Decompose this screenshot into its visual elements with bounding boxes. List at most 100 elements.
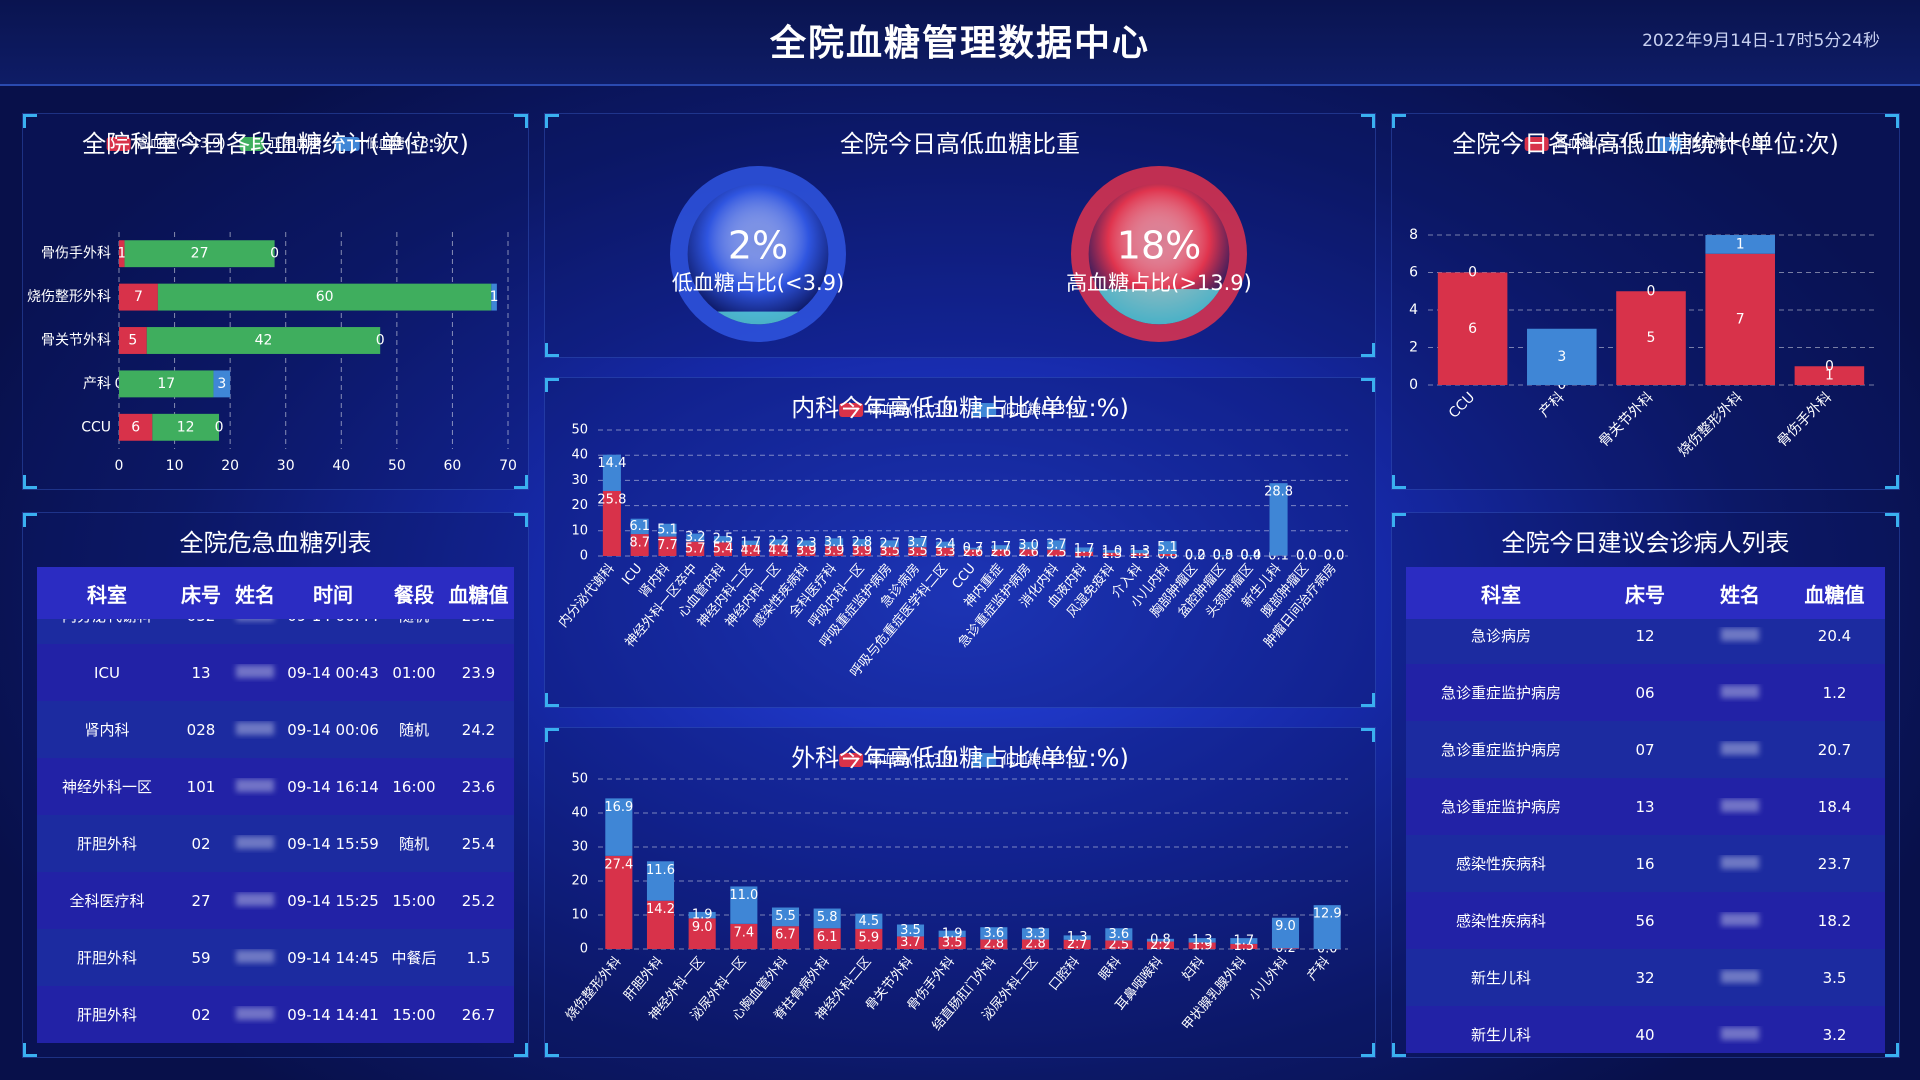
name-cell xyxy=(1694,684,1786,702)
x-tick-label: 产科 xyxy=(1536,389,1567,420)
data-label: 2.8 xyxy=(1025,937,1046,952)
x-tick-label: 肝胆外科 xyxy=(621,954,666,1003)
panel-title: 全院科室今日各段血糖统计(单位:次) xyxy=(82,130,469,158)
bar-segment xyxy=(730,923,758,949)
x-tick-label: 10 xyxy=(166,458,184,474)
header-cell: 科室 xyxy=(1481,582,1521,607)
data-label: 0.0 xyxy=(1296,549,1317,564)
data-label: 0.7 xyxy=(963,541,984,556)
y-tick-label: 0 xyxy=(580,549,588,564)
x-tick-label: 20 xyxy=(221,458,239,474)
table-cell: 18.4 xyxy=(1817,797,1852,816)
table-row: 急诊病房 12 20.4 xyxy=(1406,619,1885,664)
panel-title: 全院今日建议会诊病人列表 xyxy=(1501,529,1790,557)
data-label: 9.0 xyxy=(1275,919,1296,934)
bar-segment xyxy=(1437,272,1508,385)
x-tick-label: 妇科 xyxy=(1179,954,1208,984)
bar-segment xyxy=(646,900,675,949)
table-cell: 1.2 xyxy=(1822,683,1847,702)
name-cell xyxy=(1694,798,1786,816)
data-label: 3.9 xyxy=(824,544,845,559)
chart: 高血糖(>13.9) 低血糖(<3.9) 0 2 4 6 8 CCU 产科 骨关节外科 烧伤整形外科… xyxy=(1409,136,1874,460)
bar-segment xyxy=(1146,938,1175,942)
bar-segment xyxy=(1021,939,1050,949)
data-label: 11.0 xyxy=(729,888,758,903)
table-cell: 急诊重症监护病房 xyxy=(1440,741,1561,759)
bar-segment xyxy=(688,918,716,949)
bar-segment xyxy=(1271,948,1300,949)
table-cell: 3.5 xyxy=(1822,968,1847,987)
table-cell: 09-14 00:44 xyxy=(285,619,381,625)
data-label: 3.1 xyxy=(824,535,845,550)
bar-segment xyxy=(896,924,925,937)
table-cell: 急诊病房 xyxy=(1470,627,1531,645)
bar-segment xyxy=(1102,552,1121,556)
data-label: 60 xyxy=(316,289,334,305)
data-label: 5.5 xyxy=(775,909,796,924)
y-tick-label: 50 xyxy=(571,423,588,438)
bar-segment xyxy=(1019,541,1038,550)
data-label: 2.5 xyxy=(1108,937,1129,952)
y-tick-label: CCU xyxy=(81,419,111,435)
blurred-name xyxy=(1721,969,1759,983)
data-label: 8.7 xyxy=(629,536,650,551)
bar-segment xyxy=(686,533,705,542)
table-cell: 感染性疾病科 xyxy=(1455,855,1546,873)
data-label: 12 xyxy=(177,419,195,435)
name-cell xyxy=(1694,912,1786,930)
bar-segment xyxy=(1271,917,1300,949)
bar-segment xyxy=(936,547,955,556)
bar-segment xyxy=(797,540,816,547)
table-cell: 26.7 xyxy=(461,1005,496,1024)
name-cell xyxy=(225,778,285,796)
data-label: 5.8 xyxy=(817,910,838,925)
data-label: 4.4 xyxy=(768,543,789,558)
data-label: 3.5 xyxy=(942,936,963,951)
table-cell: 02 xyxy=(191,1005,211,1024)
data-label: 0 xyxy=(270,246,279,262)
table-cell: 09-14 14:41 xyxy=(287,1005,379,1024)
table-cell: 06 xyxy=(1635,683,1655,702)
bar-segment xyxy=(658,523,677,537)
bar-segment xyxy=(1063,935,1091,940)
bar-segment xyxy=(1794,366,1865,385)
data-label: 0.2 xyxy=(1185,548,1206,563)
table-cell: ICU xyxy=(94,663,120,682)
data-label: 5.7 xyxy=(685,541,706,556)
table-cell: 02 xyxy=(191,834,211,853)
bar-segment xyxy=(771,926,800,949)
chart: 2% 低血糖占比(<3.9) 18% 高血糖占比(>13.9) xyxy=(670,166,1252,342)
data-label: 5 xyxy=(128,333,137,349)
table-cell: 神经外科一区 xyxy=(61,778,152,796)
bar-segment xyxy=(797,546,816,556)
y-tick-label: 10 xyxy=(571,523,588,538)
table-cell: 09-14 00:06 xyxy=(287,720,379,739)
name-cell xyxy=(225,835,285,853)
table-cell: 16 xyxy=(1635,854,1655,873)
data-label: 3.5 xyxy=(879,544,900,559)
data-label: 0 xyxy=(215,419,224,435)
table-header: 科室 床号 姓名 时间 餐段 血糖值 xyxy=(37,567,514,619)
table: 科室床号姓名时间餐段血糖值内分泌代谢科03209-14 00:44随机23.2I… xyxy=(37,567,514,1053)
table-row: 肝胆外科 02 09-14 14:41 15:00 26.7 xyxy=(37,986,514,1043)
table-cell: 3.2 xyxy=(1822,1025,1847,1044)
data-label: 1 xyxy=(1825,368,1834,384)
bar-segment xyxy=(213,370,231,398)
bar-segment xyxy=(825,546,844,556)
name-cell xyxy=(225,949,285,967)
legend-label: 正常血糖 xyxy=(270,136,322,152)
bar-segment xyxy=(991,549,1010,556)
data-label: 17 xyxy=(157,376,175,392)
y-tick-label: 0 xyxy=(1409,377,1418,393)
bar-segment xyxy=(1313,905,1341,949)
panel: 全院今日建议会诊病人列表 科室 床号 姓名 血糖值 急诊病房 12 20.4 急诊重症监护病房 0… xyxy=(1391,512,1900,1058)
panel-title: 全院今日各科高低血糖统计(单位:次) xyxy=(1452,130,1839,158)
table-row: 感染性疾病科 56 18.2 xyxy=(1406,892,1885,949)
bar-segment xyxy=(119,283,158,311)
data-label: 3.6 xyxy=(983,926,1004,941)
y-tick-label: 4 xyxy=(1409,302,1418,318)
panel-title: 全院今日高低血糖比重 xyxy=(840,130,1080,158)
legend-label: 低血糖(<3.9) xyxy=(1002,752,1083,768)
bar-segment xyxy=(1188,938,1216,943)
